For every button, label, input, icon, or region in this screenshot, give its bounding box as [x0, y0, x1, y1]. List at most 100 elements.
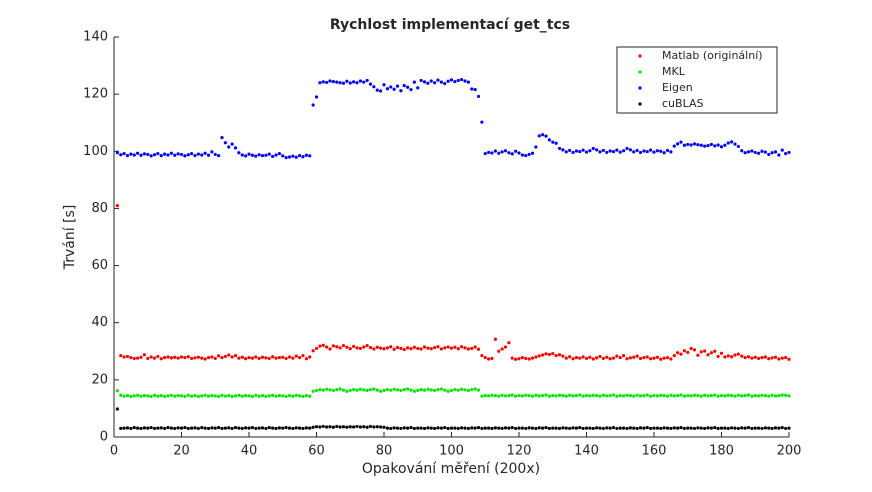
- data-point: [227, 145, 231, 149]
- data-point: [260, 355, 265, 359]
- data-point: [152, 356, 157, 360]
- data-point: [213, 394, 217, 398]
- data-point: [325, 80, 329, 85]
- data-point: [250, 425, 254, 430]
- data-point: [210, 393, 214, 398]
- data-point: [402, 347, 406, 352]
- data-point: [537, 394, 541, 398]
- data-point: [655, 149, 659, 153]
- data-point: [686, 393, 690, 398]
- data-point: [716, 426, 720, 431]
- data-point: [372, 387, 376, 391]
- data-point: [217, 425, 221, 430]
- data-point: [244, 426, 248, 430]
- data-point: [129, 426, 133, 431]
- data-point: [628, 148, 632, 152]
- data-point: [541, 393, 545, 398]
- data-point: [470, 346, 474, 351]
- data-point: [672, 426, 676, 430]
- data-point: [149, 154, 153, 158]
- data-point: [503, 149, 508, 153]
- data-point: [601, 356, 605, 361]
- data-point: [635, 354, 639, 358]
- data-point: [274, 394, 278, 398]
- data-point: [213, 152, 217, 157]
- data-point: [692, 142, 697, 146]
- data-point: [578, 393, 582, 397]
- data-point: [665, 148, 670, 153]
- data-point: [520, 355, 524, 360]
- x-tick-label: 140: [574, 444, 599, 459]
- data-point: [318, 344, 322, 348]
- data-point: [520, 426, 524, 430]
- data-point: [281, 355, 285, 359]
- data-point: [301, 394, 305, 399]
- data-point: [149, 394, 153, 399]
- data-point: [146, 394, 150, 398]
- data-point: [605, 394, 609, 398]
- data-point: [186, 355, 190, 359]
- data-point: [260, 153, 265, 158]
- x-tick-label: 100: [439, 444, 464, 459]
- data-point: [713, 393, 717, 397]
- data-point: [382, 347, 386, 351]
- data-point: [517, 357, 521, 361]
- data-point: [446, 389, 450, 393]
- data-point: [743, 355, 747, 360]
- data-point: [466, 347, 470, 351]
- data-point: [750, 149, 754, 153]
- data-point: [709, 142, 713, 147]
- data-point: [672, 144, 676, 148]
- data-point: [770, 356, 774, 360]
- data-point: [156, 151, 160, 156]
- data-point: [696, 426, 700, 430]
- data-point: [304, 393, 308, 398]
- data-point: [328, 388, 332, 392]
- data-point: [399, 346, 403, 351]
- data-point: [436, 426, 440, 430]
- x-tick-label: 80: [376, 444, 393, 459]
- data-point: [352, 80, 356, 84]
- data-point: [591, 393, 595, 397]
- data-point: [723, 394, 727, 398]
- data-point: [625, 426, 629, 431]
- data-point: [210, 150, 214, 154]
- data-point: [321, 388, 325, 392]
- data-point: [365, 78, 369, 83]
- data-point: [193, 393, 197, 398]
- data-point: [142, 353, 146, 357]
- data-point: [264, 153, 268, 157]
- data-point: [136, 151, 140, 155]
- data-point: [436, 78, 440, 82]
- y-tick-label: 100: [83, 144, 108, 159]
- data-point: [608, 426, 612, 430]
- data-point: [217, 153, 221, 158]
- data-point: [544, 352, 548, 356]
- data-point: [655, 426, 659, 430]
- data-point: [476, 388, 481, 392]
- data-point: [233, 146, 238, 150]
- data-point: [264, 356, 268, 360]
- data-point: [244, 154, 248, 158]
- data-point: [598, 354, 602, 359]
- data-point: [439, 426, 443, 430]
- data-point: [554, 426, 558, 430]
- data-point: [220, 426, 224, 431]
- data-point: [223, 354, 227, 359]
- data-point: [652, 356, 656, 360]
- data-point: [500, 150, 504, 154]
- data-point: [561, 354, 565, 358]
- data-point: [520, 153, 524, 157]
- data-point: [466, 388, 470, 393]
- data-point: [676, 426, 680, 430]
- data-point: [730, 426, 734, 430]
- data-point: [355, 346, 359, 350]
- data-point: [763, 355, 767, 359]
- data-point: [692, 393, 697, 397]
- data-point: [557, 353, 562, 357]
- data-point: [480, 353, 484, 358]
- data-point: [328, 425, 332, 429]
- data-point: [399, 89, 403, 93]
- data-point: [595, 356, 599, 360]
- data-point: [325, 425, 329, 429]
